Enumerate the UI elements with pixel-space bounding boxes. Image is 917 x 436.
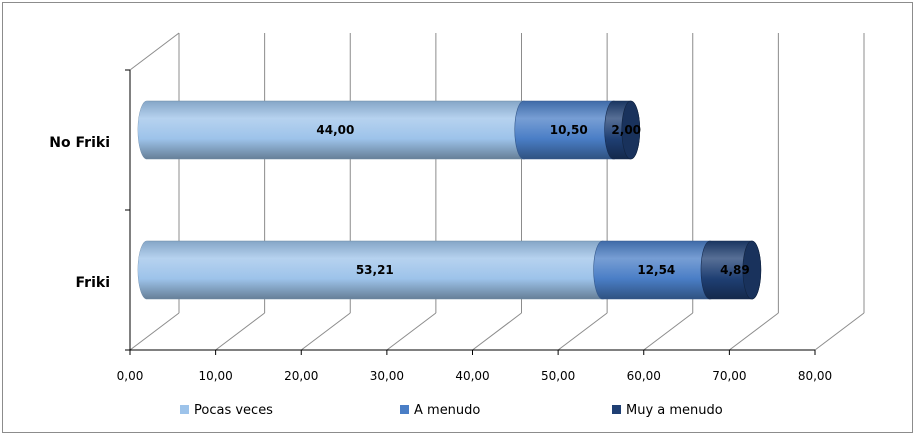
x-tick-label: 80,00 bbox=[798, 369, 832, 383]
floor-gridline bbox=[472, 312, 522, 351]
axis-layer: 0,00 10,00 20,00 30,00 40,00 50,00 60,00 70,00 8… bbox=[49, 69, 832, 383]
bar-end-cap bbox=[742, 240, 762, 300]
legend-item: Pocas veces bbox=[180, 403, 273, 418]
floor-gridline bbox=[129, 312, 180, 351]
legend: Pocas veces A menudo Muy a menudo bbox=[180, 403, 723, 418]
floor-gridline bbox=[386, 312, 437, 351]
data-label: 12,54 bbox=[637, 263, 675, 277]
data-label: 10,50 bbox=[550, 123, 588, 137]
legend-item: A menudo bbox=[400, 403, 480, 418]
floor-gridline bbox=[215, 312, 265, 351]
bar-start-cap bbox=[138, 241, 156, 299]
legend-swatch bbox=[612, 405, 621, 414]
legend-label: Pocas veces bbox=[194, 403, 273, 418]
x-tick-label: 40,00 bbox=[455, 369, 489, 383]
data-label: 44,00 bbox=[316, 123, 354, 137]
bar-end-cap bbox=[621, 100, 641, 160]
x-tick-label: 60,00 bbox=[627, 369, 661, 383]
floor-gridline bbox=[729, 312, 779, 351]
data-label: 53,21 bbox=[356, 263, 394, 277]
label-layer: 44,00 10,50 2,00 53,21 12,54 4,89 bbox=[316, 123, 749, 277]
category-label: Friki bbox=[76, 275, 110, 291]
x-tick-label: 70,00 bbox=[712, 369, 746, 383]
floor-gridline bbox=[814, 312, 865, 351]
x-tick-label: 0,00 bbox=[117, 369, 144, 383]
floor-gridline bbox=[557, 312, 608, 351]
legend-item: Muy a menudo bbox=[612, 403, 723, 418]
data-label: 2,00 bbox=[611, 123, 641, 137]
x-tick-label: 10,00 bbox=[198, 369, 232, 383]
bar-layer bbox=[137, 100, 762, 300]
floor-gridline bbox=[300, 312, 351, 351]
category-label: No Friki bbox=[49, 135, 110, 151]
data-label: 4,89 bbox=[720, 263, 750, 277]
side-wall-edge bbox=[129, 32, 180, 71]
legend-label: A menudo bbox=[414, 403, 480, 418]
x-tick-label: 50,00 bbox=[541, 369, 575, 383]
bar-start-cap bbox=[138, 101, 156, 159]
legend-swatch bbox=[400, 405, 409, 414]
x-tick-label: 30,00 bbox=[370, 369, 404, 383]
floor-gridline bbox=[643, 312, 694, 351]
legend-swatch bbox=[180, 405, 189, 414]
legend-label: Muy a menudo bbox=[626, 403, 723, 418]
x-tick-label: 20,00 bbox=[284, 369, 318, 383]
